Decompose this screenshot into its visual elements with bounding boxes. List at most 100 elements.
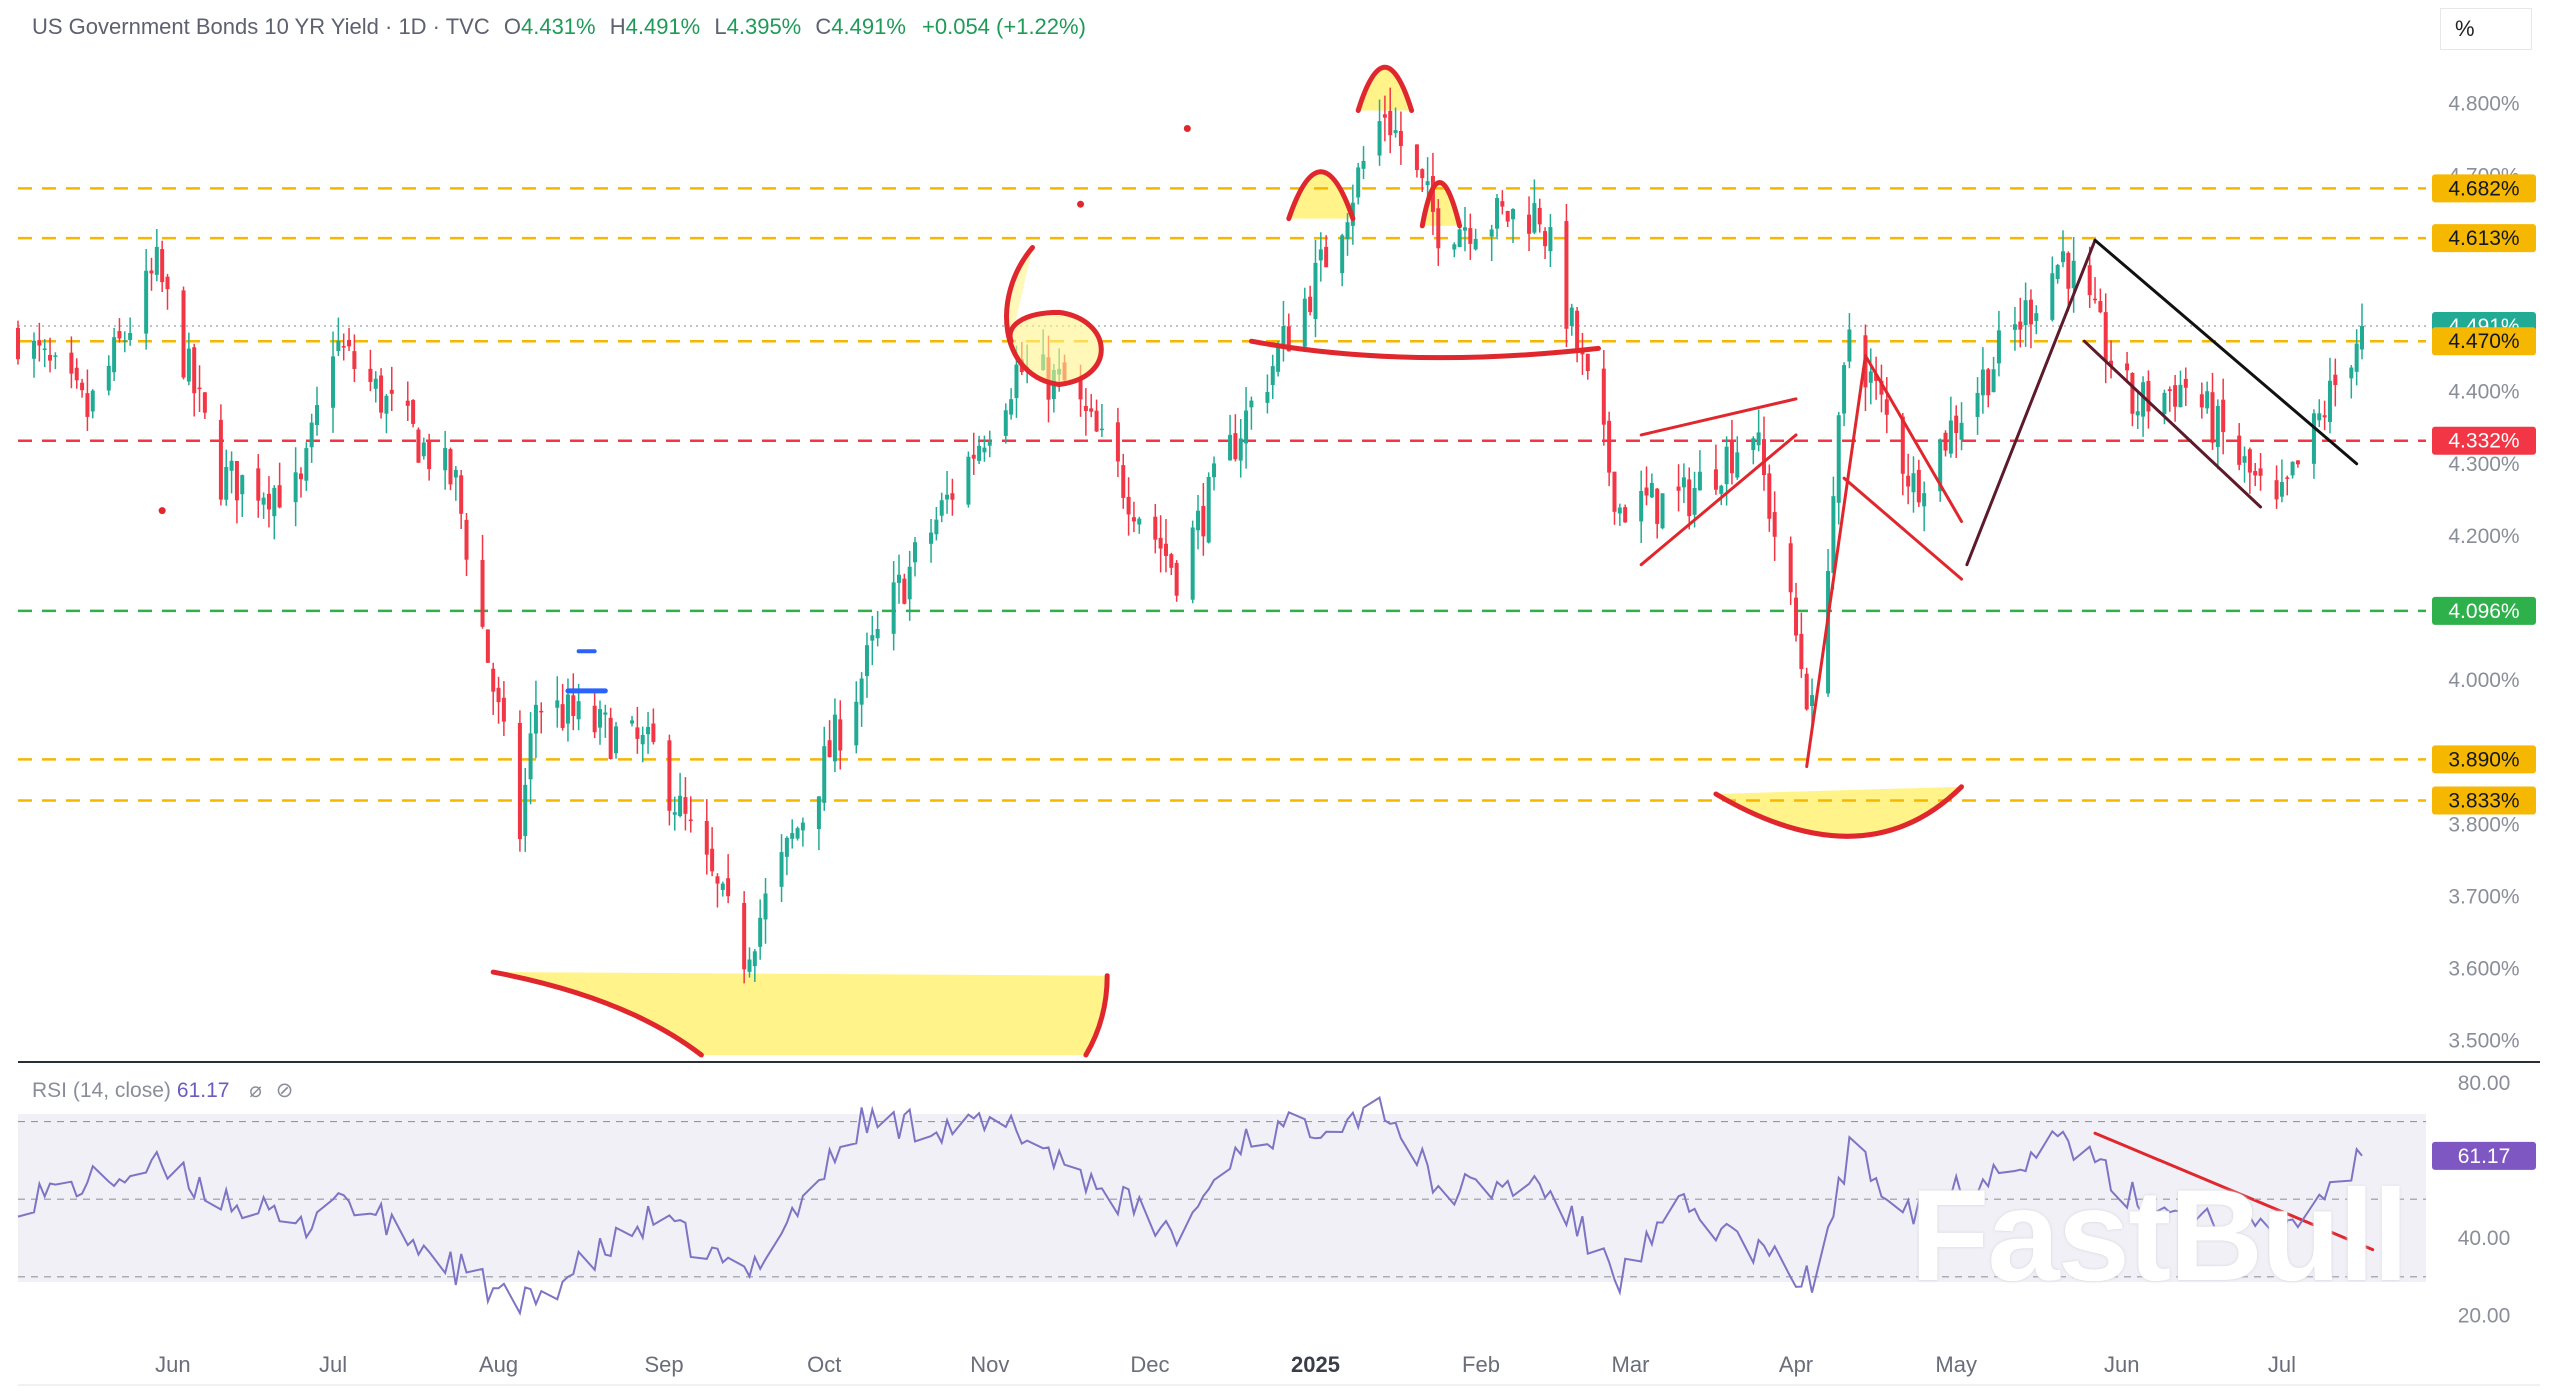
candle-body xyxy=(389,389,394,394)
candle-body xyxy=(597,709,602,728)
candle-body xyxy=(1014,364,1019,399)
candle-body xyxy=(795,828,800,839)
settings-icon[interactable]: ⊘ xyxy=(275,1079,294,1102)
candle-body xyxy=(1238,438,1243,461)
candle-body xyxy=(1420,169,1425,179)
candle-body xyxy=(678,795,683,817)
annotation-trendline xyxy=(2082,339,2263,509)
candle-body xyxy=(1537,207,1542,225)
candle-body xyxy=(1943,432,1948,451)
candle-body xyxy=(2103,312,2108,362)
candle-body xyxy=(1527,214,1532,234)
highlight-zone xyxy=(493,972,1108,1055)
candles xyxy=(16,87,2364,984)
candle-body xyxy=(122,340,127,342)
price-axis-tick-label: 3.600% xyxy=(2448,957,2519,980)
price-axis-tick-label: 3.800% xyxy=(2448,813,2519,836)
candle-body xyxy=(1687,479,1692,517)
candle-body xyxy=(1980,369,1985,396)
watermark-logo: FastBull xyxy=(1910,1162,2409,1308)
candle-body xyxy=(1505,210,1510,222)
candle-body xyxy=(1916,469,1921,503)
candle-body xyxy=(784,837,789,857)
candle-body xyxy=(202,392,207,413)
candle-body xyxy=(1201,506,1206,537)
candle-body xyxy=(1089,408,1094,412)
candle-body xyxy=(1911,473,1916,493)
candle-body xyxy=(53,355,58,357)
candle-body xyxy=(987,440,992,446)
candle-body xyxy=(1564,221,1569,329)
candle-body xyxy=(1938,439,1943,492)
candle-body xyxy=(42,348,47,351)
candle-body xyxy=(1868,371,1873,383)
annotation-trendline xyxy=(1805,354,1867,769)
candle-body xyxy=(1697,471,1702,491)
candle-body xyxy=(1655,488,1660,524)
candle-body xyxy=(1115,422,1120,462)
candle-body xyxy=(2295,460,2300,465)
price-axis-tick-label: 3.500% xyxy=(2448,1030,2519,1053)
candle-body xyxy=(2093,298,2098,301)
candle-body xyxy=(491,668,496,692)
time-axis-tick-label: 2025 xyxy=(1291,1352,1340,1377)
candle-body xyxy=(1729,441,1734,474)
candle-body xyxy=(1244,410,1249,444)
candle-body xyxy=(2066,252,2071,289)
price-level-tag-text: 4.470% xyxy=(2448,330,2519,353)
candle-body xyxy=(2135,411,2140,416)
hide-icon[interactable]: ⌀ xyxy=(249,1079,262,1102)
candle-body xyxy=(2028,299,2033,325)
scale-unit-button[interactable]: % xyxy=(2440,8,2532,50)
candle-body xyxy=(1884,399,1889,415)
candle-body xyxy=(144,270,149,334)
candle-body xyxy=(1751,438,1756,451)
price-level-tag xyxy=(2432,786,2536,815)
candle-body xyxy=(1153,516,1158,540)
candle-body xyxy=(352,351,357,369)
candle-body xyxy=(1954,415,1959,434)
candle-body xyxy=(1473,238,1478,250)
candle-body xyxy=(2221,399,2226,433)
candle-body xyxy=(1660,493,1665,529)
candle-body xyxy=(763,893,768,920)
price-level-tag xyxy=(2432,426,2536,455)
annotation-trendline xyxy=(1842,476,1964,581)
candle-body xyxy=(539,710,544,713)
annotation-curve xyxy=(1355,64,1415,113)
candle-body xyxy=(667,740,672,811)
candle-body xyxy=(1457,229,1462,247)
candle-body xyxy=(1644,487,1649,496)
rsi-axis-tick-label: 20.00 xyxy=(2458,1305,2511,1328)
candle-body xyxy=(790,833,795,839)
candle-body xyxy=(2034,313,2039,321)
price-level-tag xyxy=(2432,745,2536,774)
candle-body xyxy=(1612,471,1617,512)
candle-body xyxy=(2173,385,2178,407)
candle-body xyxy=(154,246,159,275)
candle-body xyxy=(1313,262,1318,320)
candle-body xyxy=(256,468,261,501)
candle-body xyxy=(832,714,837,762)
candle-body xyxy=(2071,260,2076,289)
candle-body xyxy=(1543,231,1548,247)
candle-body xyxy=(1388,110,1393,136)
candle-body xyxy=(1094,410,1099,432)
candle-body xyxy=(1099,428,1104,431)
candle-body xyxy=(485,629,490,663)
candle-body xyxy=(1607,420,1612,473)
annotation-neckline xyxy=(1248,338,1601,361)
candle-body xyxy=(277,485,282,508)
price-level-tag xyxy=(2432,596,2536,625)
candle-body xyxy=(2258,468,2263,476)
candle-body xyxy=(341,346,346,348)
candle-body xyxy=(1468,228,1473,244)
candle-body xyxy=(1788,543,1793,593)
candle-body xyxy=(533,704,538,734)
candle-body xyxy=(411,400,416,424)
open-value: 4.431% xyxy=(520,14,596,39)
candle-body xyxy=(854,701,859,746)
candle-body xyxy=(261,497,266,505)
time-axis-tick-label: Apr xyxy=(1779,1352,1813,1377)
candle-body xyxy=(1393,130,1398,134)
